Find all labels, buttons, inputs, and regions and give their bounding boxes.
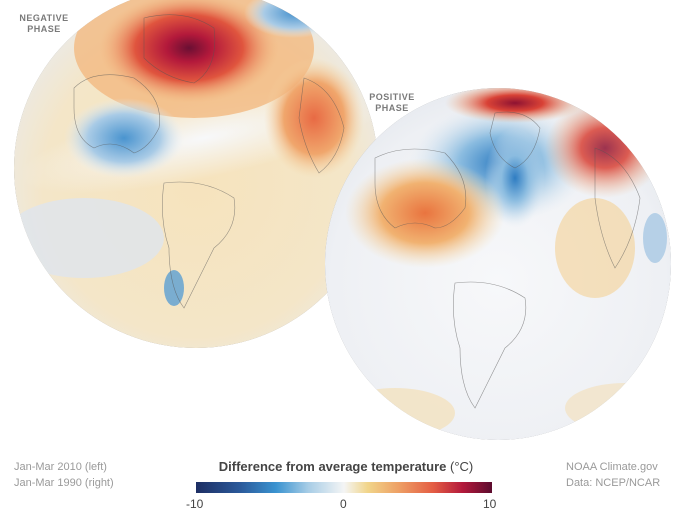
negative-phase-label-line1: NEGATIVE [19, 13, 69, 23]
data-source-line: Data: NCEP/NCAR [566, 477, 661, 489]
source-credit: NOAA Climate.gov Data: NCEP/NCAR [566, 459, 660, 491]
credit-line: NOAA Climate.gov [566, 461, 658, 473]
negative-phase-globe [14, 0, 378, 348]
colorbar-title: Difference from average temperature (°C) [196, 459, 496, 474]
negative-phase-label: NEGATIVE PHASE [14, 13, 74, 35]
positive-phase-globe [325, 88, 671, 440]
period-left: Jan-Mar 2010 (left) [14, 461, 107, 473]
colorbar-unit: (°C) [449, 459, 474, 474]
colorbar-max-label: 10 [483, 497, 497, 511]
negative-phase-map [14, 0, 378, 348]
period-right: Jan-Mar 1990 (right) [14, 477, 114, 489]
colorbar-mid-label: 0 [340, 497, 347, 511]
negative-phase-label-line2: PHASE [27, 24, 61, 34]
temperature-colorbar [196, 482, 492, 493]
positive-phase-label: POSITIVE PHASE [362, 92, 422, 114]
positive-phase-map [325, 88, 671, 440]
colorbar-title-text: Difference from average temperature [218, 459, 447, 474]
positive-phase-label-line2: PHASE [375, 103, 409, 113]
colorbar-min-label: -10 [186, 497, 204, 511]
positive-phase-label-line1: POSITIVE [369, 92, 415, 102]
period-legend: Jan-Mar 2010 (left) Jan-Mar 1990 (right) [14, 459, 114, 491]
